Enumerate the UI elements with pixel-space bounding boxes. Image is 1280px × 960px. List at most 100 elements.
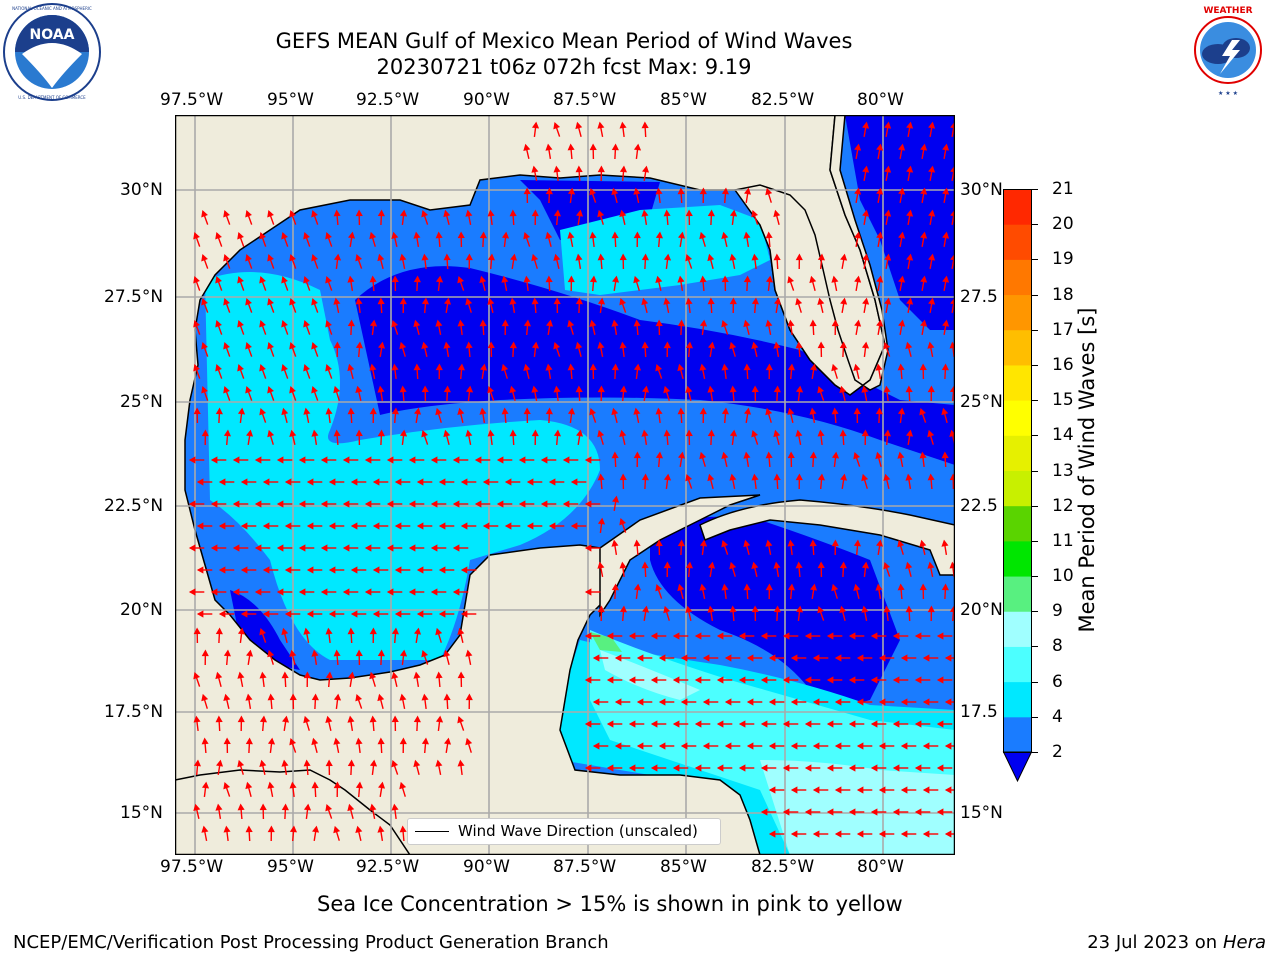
wind-wave-arrowhead bbox=[289, 342, 296, 350]
wind-wave-arrowhead bbox=[699, 407, 707, 415]
wind-wave-arrowhead bbox=[900, 654, 908, 662]
wind-wave-arrowhead bbox=[592, 654, 600, 662]
wind-wave-arrowhead bbox=[597, 429, 605, 438]
wind-wave-arrowhead bbox=[355, 341, 364, 349]
wind-wave-arrowhead bbox=[350, 522, 358, 530]
wind-wave-arrowhead bbox=[289, 254, 296, 262]
wind-wave-arrowhead bbox=[435, 319, 443, 327]
wind-wave-arrowhead bbox=[831, 319, 839, 327]
wind-wave-arrowhead bbox=[342, 456, 350, 464]
wind-wave-arrowhead bbox=[364, 456, 372, 464]
wind-wave-arrowhead bbox=[892, 632, 900, 640]
wind-wave-arrowhead bbox=[399, 429, 408, 437]
wind-wave-arrowhead bbox=[281, 407, 289, 416]
wind-wave-arrowhead bbox=[452, 500, 460, 508]
colorbar-tick-mark bbox=[1031, 224, 1038, 226]
wind-wave-arrowhead bbox=[856, 742, 864, 750]
wind-wave-arrowhead bbox=[364, 500, 372, 508]
wind-wave-arrowhead bbox=[254, 544, 262, 552]
wind-wave-arrowhead bbox=[861, 341, 870, 349]
wind-wave-arrowhead bbox=[355, 429, 363, 437]
wind-wave-arrowhead bbox=[298, 500, 306, 508]
colorbar-segment bbox=[1004, 259, 1031, 296]
wind-wave-arrowhead bbox=[267, 649, 275, 658]
wind-wave-arrowhead bbox=[790, 698, 798, 706]
colorbar-tick-label: 13 bbox=[1052, 460, 1074, 481]
wind-wave-arrowhead bbox=[848, 632, 856, 640]
wind-wave-arrowhead bbox=[746, 698, 754, 706]
wind-wave-arrowhead bbox=[702, 654, 710, 662]
wind-wave-arrowhead bbox=[663, 297, 671, 305]
wind-wave-arrowhead bbox=[862, 121, 870, 129]
wind-wave-arrowhead bbox=[900, 698, 908, 706]
wind-wave-arrowhead bbox=[773, 341, 781, 349]
wind-wave-arrowhead bbox=[611, 451, 619, 459]
wind-wave-arrowhead bbox=[496, 456, 504, 464]
wind-wave-arrowhead bbox=[685, 474, 693, 482]
x-tick-bottom: 92.5°W bbox=[356, 857, 420, 877]
wind-wave-arrowhead bbox=[254, 588, 262, 596]
wind-wave-arrowhead bbox=[430, 500, 438, 508]
wind-wave-arrowhead bbox=[196, 610, 204, 618]
wind-wave-arrowhead bbox=[267, 210, 274, 218]
wind-wave-arrowhead bbox=[861, 605, 869, 613]
wind-wave-arrowhead bbox=[944, 742, 952, 750]
x-tick-bottom: 90°W bbox=[463, 857, 510, 877]
wind-wave-arrowhead bbox=[765, 583, 773, 591]
wind-wave-arrowhead bbox=[223, 737, 231, 745]
wind-wave-arrowhead bbox=[245, 386, 252, 394]
wind-wave-arrowhead bbox=[262, 522, 270, 530]
wind-wave-arrowhead bbox=[876, 231, 884, 239]
wind-wave-arrowhead bbox=[597, 121, 605, 129]
wind-wave-arrowhead bbox=[707, 385, 715, 393]
wind-wave-arrowhead bbox=[606, 720, 614, 728]
wind-wave-arrowhead bbox=[936, 720, 944, 728]
wind-wave-arrowhead bbox=[259, 759, 267, 767]
wind-wave-arrowhead bbox=[875, 407, 883, 415]
wind-wave-arrowhead bbox=[655, 584, 663, 592]
wind-wave-arrowhead bbox=[619, 253, 627, 261]
wind-wave-arrowhead bbox=[878, 698, 886, 706]
wind-wave-arrowhead bbox=[589, 231, 597, 239]
wind-wave-arrowhead bbox=[699, 319, 708, 327]
wind-wave-arrowhead bbox=[232, 544, 240, 552]
wind-wave-arrowhead bbox=[743, 363, 751, 371]
wind-wave-arrowhead bbox=[900, 742, 908, 750]
wind-wave-arrowhead bbox=[246, 649, 254, 657]
wind-wave-arrowhead bbox=[311, 298, 318, 306]
wind-wave-arrowhead bbox=[694, 676, 702, 684]
wind-wave-arrowhead bbox=[460, 522, 468, 530]
wind-wave-arrowhead bbox=[237, 759, 245, 768]
wind-wave-arrowhead bbox=[906, 253, 914, 261]
wind-wave-arrowhead bbox=[386, 456, 394, 464]
wind-wave-arrowhead bbox=[210, 588, 218, 596]
wind-wave-arrowhead bbox=[919, 408, 927, 416]
wind-wave-arrowhead bbox=[721, 320, 729, 328]
wind-wave-arrowhead bbox=[369, 671, 377, 680]
x-tick-bottom: 85°W bbox=[660, 857, 707, 877]
wind-wave-arrowhead bbox=[348, 231, 356, 239]
wind-wave-arrowhead bbox=[545, 231, 553, 240]
wind-wave-arrowhead bbox=[765, 231, 773, 239]
colorbar-segment bbox=[1004, 540, 1031, 577]
colorbar-tick-label: 12 bbox=[1052, 495, 1074, 516]
wind-wave-arrowhead bbox=[663, 429, 671, 437]
wind-wave-arrowhead bbox=[619, 298, 627, 306]
wind-wave-arrowhead bbox=[399, 693, 407, 701]
wind-wave-arrowhead bbox=[267, 254, 274, 262]
wind-wave-arrowhead bbox=[545, 187, 553, 195]
wind-wave-arrowhead bbox=[641, 253, 649, 261]
colorbar-tick-mark bbox=[1031, 294, 1038, 296]
wind-wave-arrowhead bbox=[421, 341, 429, 349]
wind-wave-arrowhead bbox=[570, 522, 578, 530]
wind-wave-arrowhead bbox=[655, 539, 663, 547]
wind-wave-arrowhead bbox=[465, 649, 473, 657]
wind-wave-arrowhead bbox=[567, 275, 575, 283]
wind-wave-arrowhead bbox=[435, 407, 443, 416]
wind-wave-arrowhead bbox=[391, 627, 400, 635]
wind-wave-arrowhead bbox=[716, 720, 724, 728]
wind-wave-arrowhead bbox=[760, 720, 768, 728]
wind-wave-arrowhead bbox=[408, 500, 416, 508]
cuba bbox=[699, 499, 955, 576]
wind-wave-arrowhead bbox=[641, 341, 649, 349]
